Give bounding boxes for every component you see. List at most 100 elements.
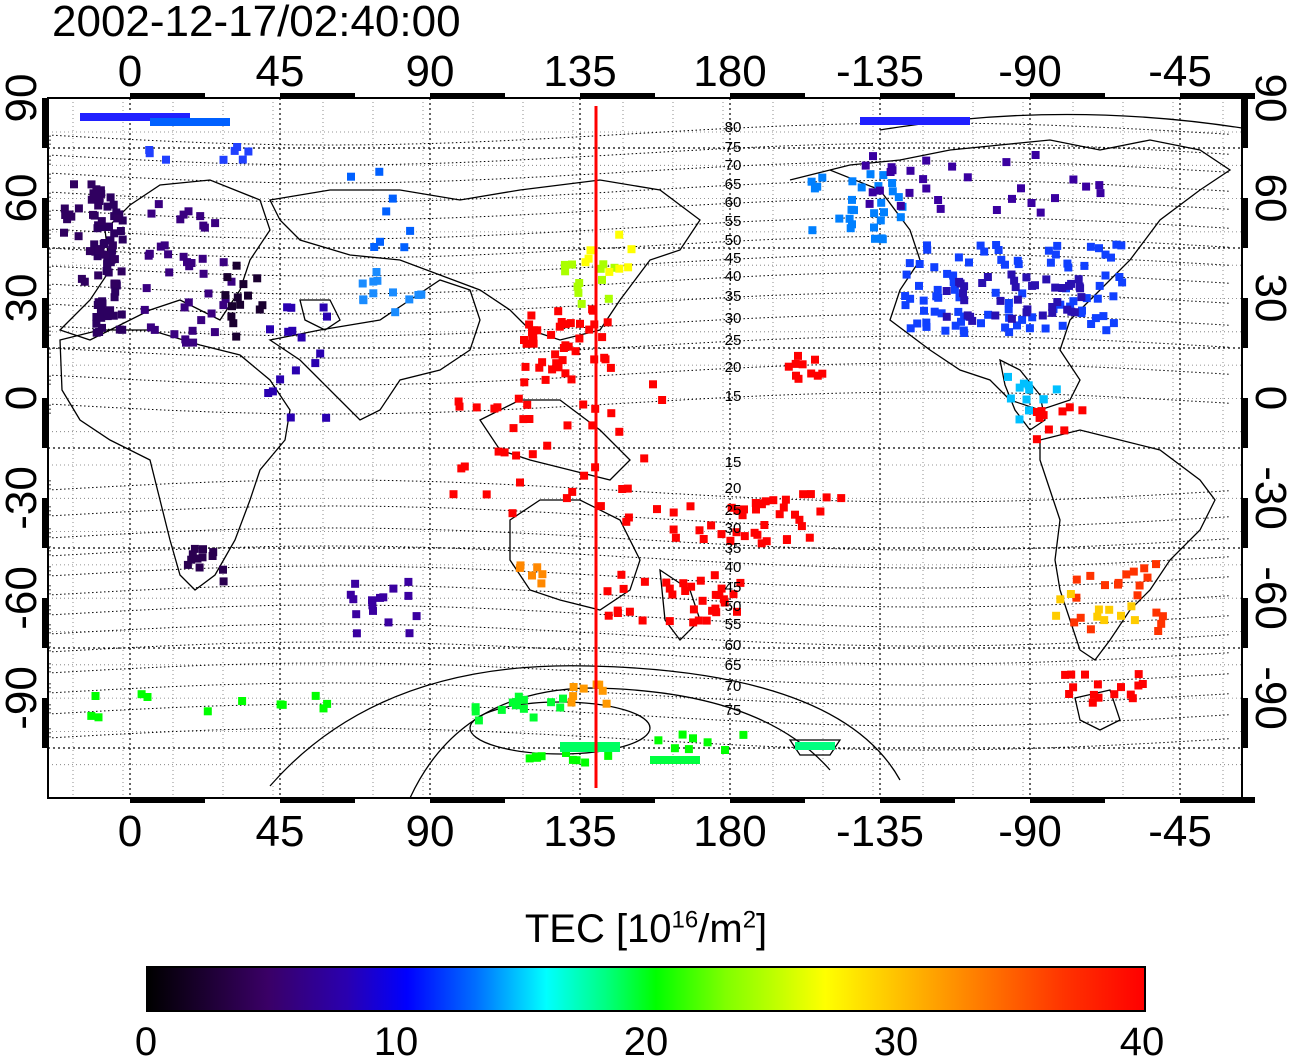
tec-cell: [183, 560, 192, 569]
tec-cell: [1158, 612, 1167, 621]
tec-cell: [115, 325, 124, 334]
tec-cell: [955, 293, 964, 302]
tec-cell: [976, 241, 985, 250]
tec-cell: [580, 471, 589, 480]
tec-cell: [1067, 670, 1076, 679]
tec-cell: [1070, 308, 1079, 317]
right-lat-label: 0: [1246, 386, 1292, 410]
tec-cell: [140, 305, 149, 314]
tec-cell: [1078, 406, 1087, 415]
tec-cell: [525, 415, 534, 423]
tec-cell: [547, 698, 556, 707]
tec-cell: [1127, 602, 1136, 611]
tec-cell: [1052, 385, 1061, 394]
tec-cell: [179, 210, 188, 219]
colorbar-title: TEC [1016/m2]: [524, 906, 768, 951]
tec-cell: [813, 182, 822, 191]
tec-cell: [1056, 595, 1065, 604]
tec-cell: [316, 349, 325, 358]
tec-cell: [559, 694, 567, 703]
tec-cell: [1118, 278, 1127, 287]
tec-cell: [373, 276, 382, 285]
tec-cell: [603, 587, 612, 596]
tec-cell: [1025, 406, 1033, 415]
tec-cell: [835, 214, 844, 223]
tec-cell: [1143, 573, 1152, 582]
right-lat-label: 30: [1246, 274, 1292, 323]
tec-cell: [1032, 408, 1041, 416]
tec-cell: [581, 758, 590, 767]
tec-cell: [726, 536, 735, 545]
tec-cell: [1025, 324, 1034, 333]
tec-cell: [199, 269, 208, 278]
contour-label-south: 60: [725, 637, 742, 654]
tec-cell: [230, 146, 239, 155]
tec-cell: [942, 287, 951, 295]
tec-cell: [183, 258, 191, 267]
tec-cell: [799, 490, 808, 499]
tec-cell: [188, 550, 197, 559]
axis-labels: 0 45 90 135 180 -135 -90 -45 0 45 90 135 180 -135 -90 -…: [0, 47, 1292, 856]
tec-cell: [1117, 241, 1126, 250]
bottom-lon-label: -135: [836, 807, 924, 856]
bottom-lon-label: -45: [1148, 807, 1212, 856]
right-tick-bar: [1242, 298, 1248, 348]
tec-cell: [649, 380, 657, 389]
tec-cell: [190, 544, 199, 553]
tec-cell: [699, 535, 708, 543]
tec-cell: [933, 285, 942, 294]
tec-cell: [640, 454, 649, 463]
tec-cell: [905, 259, 914, 268]
right-lat-label: -60: [1246, 566, 1292, 630]
colorbar-tick-10: 10: [373, 1020, 419, 1064]
tec-cell: [574, 288, 583, 297]
tec-cell: [729, 590, 738, 599]
tec-cell: [919, 296, 928, 305]
tec-cell: [369, 277, 378, 286]
tec-cell: [520, 378, 529, 387]
tec-cell: [558, 356, 567, 365]
tec-cell: [951, 321, 960, 330]
tec-cell: [1094, 693, 1103, 702]
contour-label-south: 20: [725, 480, 742, 497]
tec-cell: [368, 601, 377, 610]
tec-cell: [569, 683, 578, 691]
tec-cell: [92, 313, 101, 321]
tec-cell: [575, 334, 584, 343]
tec-cell: [561, 267, 570, 276]
tec-cell: [1075, 282, 1084, 291]
tec-cell: [1135, 581, 1144, 590]
tec-cell: [187, 555, 196, 564]
left-tick-bar: [42, 498, 48, 548]
bottom-lon-label: 90: [406, 807, 455, 856]
tec-cell: [791, 359, 800, 368]
tec-cell: [1129, 567, 1138, 576]
tec-cell: [695, 526, 704, 535]
tec-cell: [1140, 564, 1149, 573]
tec-cell: [543, 441, 552, 450]
tec-cell: [603, 318, 612, 327]
bottom-tick-bar: [430, 797, 505, 803]
tec-cell: [170, 330, 179, 339]
tec-cell: [228, 302, 236, 311]
tec-cell: [1154, 627, 1163, 635]
tec-cell: [943, 269, 952, 278]
tec-cell: [579, 400, 588, 409]
tec-cell: [103, 312, 112, 321]
tec-cell: [1072, 575, 1081, 584]
tec-cell: [552, 359, 561, 368]
coastline: [1039, 429, 1216, 661]
contour-label-north: 15: [725, 388, 742, 405]
tec-cell: [266, 325, 274, 334]
tec-cell: [368, 596, 376, 605]
tec-cell: [208, 552, 217, 560]
tec-cell: [906, 324, 915, 333]
tec-cell: [108, 241, 117, 250]
tec-cell: [1065, 403, 1074, 412]
tec-cell: [606, 363, 615, 372]
tec-cell: [761, 497, 770, 506]
tec-cell: [1100, 616, 1109, 625]
tec-cell: [1078, 306, 1086, 315]
contour-label-north: 80: [725, 119, 742, 136]
tec-cell: [370, 243, 379, 251]
